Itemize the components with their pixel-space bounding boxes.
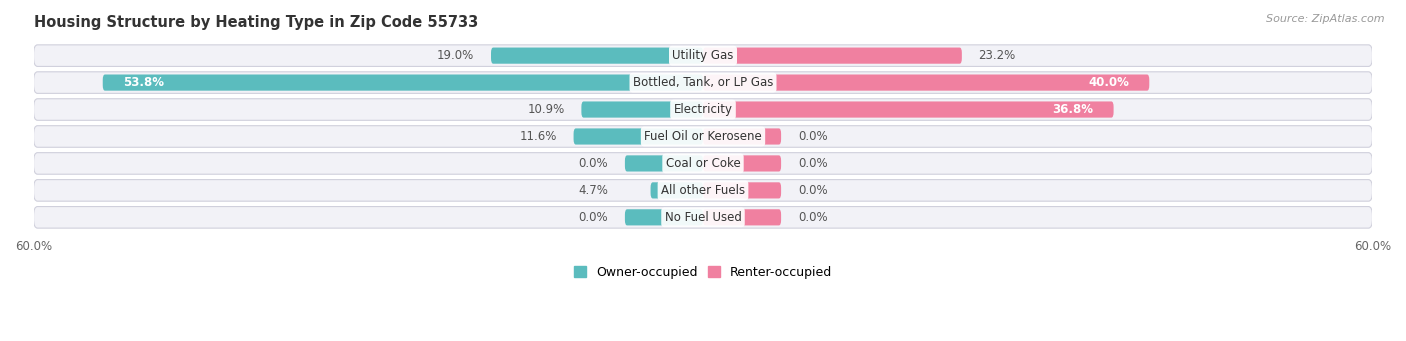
Text: 10.9%: 10.9% [527,103,565,116]
FancyBboxPatch shape [34,180,1372,201]
FancyBboxPatch shape [703,182,782,198]
Text: 23.2%: 23.2% [979,49,1017,62]
FancyBboxPatch shape [703,74,1149,91]
Text: Utility Gas: Utility Gas [672,49,734,62]
FancyBboxPatch shape [624,155,703,172]
Text: Source: ZipAtlas.com: Source: ZipAtlas.com [1267,14,1385,24]
Text: 53.8%: 53.8% [122,76,165,89]
Text: Bottled, Tank, or LP Gas: Bottled, Tank, or LP Gas [633,76,773,89]
Text: 11.6%: 11.6% [519,130,557,143]
Text: 0.0%: 0.0% [578,157,609,170]
Text: No Fuel Used: No Fuel Used [665,211,741,224]
FancyBboxPatch shape [651,182,703,198]
FancyBboxPatch shape [574,129,703,145]
Text: Fuel Oil or Kerosene: Fuel Oil or Kerosene [644,130,762,143]
Text: All other Fuels: All other Fuels [661,184,745,197]
Text: 0.0%: 0.0% [797,130,828,143]
FancyBboxPatch shape [703,47,962,64]
FancyBboxPatch shape [34,126,1372,147]
Text: 0.0%: 0.0% [797,157,828,170]
FancyBboxPatch shape [34,153,1372,174]
Text: 40.0%: 40.0% [1088,76,1129,89]
FancyBboxPatch shape [703,102,1114,118]
FancyBboxPatch shape [624,209,703,225]
Text: 0.0%: 0.0% [797,211,828,224]
Text: Housing Structure by Heating Type in Zip Code 55733: Housing Structure by Heating Type in Zip… [34,15,478,30]
FancyBboxPatch shape [34,207,1372,228]
Text: 36.8%: 36.8% [1053,103,1094,116]
FancyBboxPatch shape [703,129,782,145]
FancyBboxPatch shape [703,155,782,172]
FancyBboxPatch shape [582,102,703,118]
FancyBboxPatch shape [703,209,782,225]
FancyBboxPatch shape [34,45,1372,66]
Text: 19.0%: 19.0% [437,49,474,62]
FancyBboxPatch shape [491,47,703,64]
Text: Electricity: Electricity [673,103,733,116]
Text: 4.7%: 4.7% [578,184,609,197]
FancyBboxPatch shape [103,74,703,91]
Legend: Owner-occupied, Renter-occupied: Owner-occupied, Renter-occupied [568,261,838,284]
FancyBboxPatch shape [34,72,1372,93]
Text: 0.0%: 0.0% [578,211,609,224]
FancyBboxPatch shape [34,99,1372,120]
Text: 0.0%: 0.0% [797,184,828,197]
Text: Coal or Coke: Coal or Coke [665,157,741,170]
